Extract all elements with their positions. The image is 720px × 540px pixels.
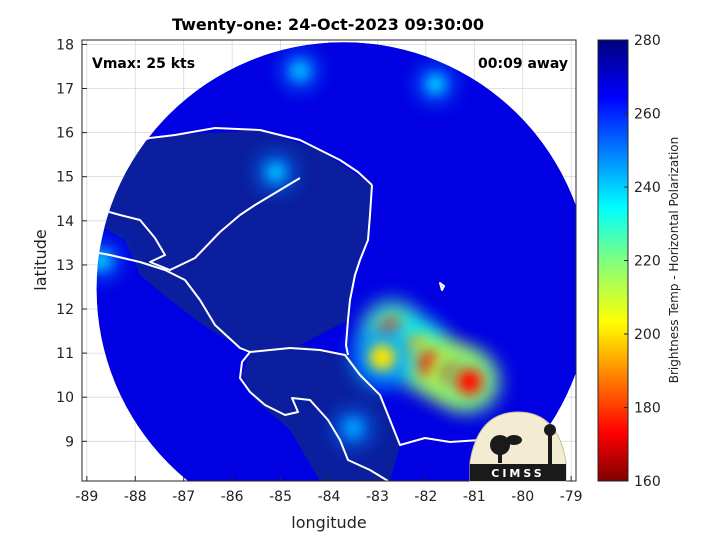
x-tick-label: -83 [366,489,389,505]
x-tick-label: -80 [511,489,534,505]
chart-title: Twenty-one: 24-Oct-2023 09:30:00 [172,15,484,34]
y-axis-label: latitude [31,229,50,290]
x-tick-label: -84 [318,489,341,505]
feature-core-5 [369,344,396,371]
x-tick-label: -82 [414,489,437,505]
feature-core-9 [267,164,284,181]
colorbar [597,39,629,482]
colorbar-tick-label: 200 [634,327,661,343]
coast-costa-rica [239,351,389,481]
colorbar-ticks: 160 180 200 220 240 260 280 [624,33,661,490]
colorbar-tick-label: 260 [634,107,661,123]
x-tick-label: -88 [124,489,147,505]
x-tick-label: -86 [221,489,244,505]
y-tick-label: 13 [56,258,74,274]
y-tick-label: 16 [56,126,74,142]
y-tick-label: 15 [56,170,74,186]
feature-core-7 [291,62,308,79]
colorbar-tick-label: 220 [634,254,661,270]
y-tick-label: 14 [56,214,74,230]
x-tick-label: -85 [269,489,292,505]
y-tick-label: 17 [56,82,74,98]
time-away-annotation: 00:09 away [478,56,568,72]
colorbar-tick-label: 280 [634,33,661,49]
colorbar-tick-label: 180 [634,401,661,417]
island [439,282,445,291]
y-tick-label: 11 [56,346,74,362]
x-tick-label: -79 [560,489,583,505]
x-tick-label: -89 [75,489,98,505]
colorbar-tick-label: 160 [634,474,661,490]
x-tick-label: -87 [172,489,195,505]
coast-east [345,184,373,356]
vmax-annotation: Vmax: 25 kts [92,56,195,72]
y-tick-label: 9 [65,434,74,450]
border-inner [96,177,301,271]
colorbar-label: Brightness Temp - Horizontal Polarizatio… [667,137,681,384]
y-axis-ticks: 9 10 11 12 13 14 15 16 17 18 [56,37,87,450]
x-axis-label: longitude [291,513,366,532]
cimss-logo: CIMSS [469,411,567,482]
feature-core-8 [427,76,444,93]
brightness-features [96,52,500,447]
x-tick-label: -81 [463,489,486,505]
x-axis-ticks: -89 -88 -87 -86 -85 -84 -83 -82 -81 -80 -79 [75,476,583,505]
feature-core-10 [345,420,362,437]
y-tick-label: 10 [56,390,74,406]
border-south [249,347,481,446]
y-tick-label: 12 [56,302,74,318]
logo-text: CIMSS [491,467,544,480]
coast-pacific [96,249,251,353]
y-tick-label: 18 [56,37,74,53]
colorbar-tick-label: 240 [634,180,661,196]
land-honduras-nicaragua [96,130,372,352]
feature-core-4 [456,368,483,395]
